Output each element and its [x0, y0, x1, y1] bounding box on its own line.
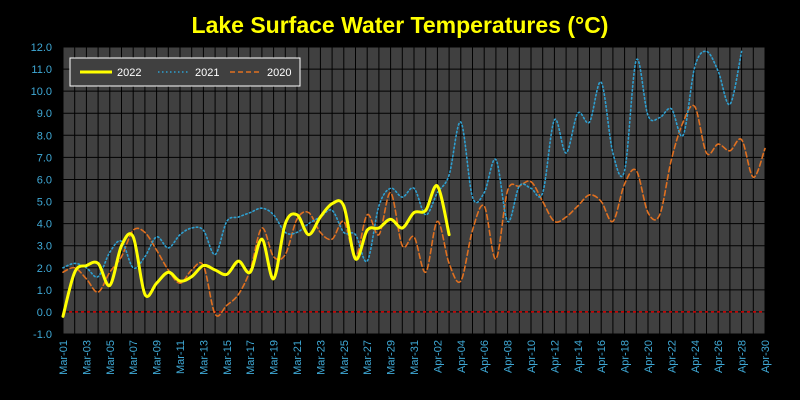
x-tick-label: Apr-10 — [526, 340, 538, 373]
y-tick-label: 7.0 — [37, 152, 52, 164]
series-line-2022 — [61, 184, 451, 318]
x-tick-label: Apr-16 — [596, 340, 608, 373]
legend-label-2021: 2021 — [195, 67, 219, 79]
x-tick-label: Mar-25 — [339, 340, 351, 375]
x-tick-label: Apr-02 — [432, 340, 444, 373]
x-tick-label: Apr-28 — [737, 340, 749, 373]
x-tick-label: Apr-26 — [713, 340, 725, 373]
x-tick-label: Apr-22 — [666, 340, 678, 373]
x-tick-label: Apr-04 — [456, 340, 468, 373]
x-tick-label: Mar-13 — [198, 340, 210, 375]
y-tick-label: 10.0 — [31, 86, 52, 98]
y-tick-label: 5.0 — [37, 197, 52, 209]
series-line-2021 — [62, 50, 743, 278]
x-tick-label: Mar-19 — [269, 340, 281, 375]
x-tick-label: Apr-06 — [479, 340, 491, 373]
x-tick-label: Mar-21 — [292, 340, 304, 375]
x-tick-label: Mar-23 — [315, 340, 327, 375]
x-tick-label: Mar-31 — [409, 340, 421, 375]
x-tick-label: Mar-17 — [245, 340, 257, 375]
x-tick-label: Mar-27 — [362, 340, 374, 375]
y-tick-label: 8.0 — [37, 130, 52, 142]
y-tick-label: 3.0 — [37, 241, 52, 253]
x-tick-label: Apr-24 — [690, 340, 702, 373]
x-tick-label: Apr-20 — [643, 340, 655, 373]
x-tick-label: Mar-01 — [58, 340, 70, 375]
x-tick-label: Mar-15 — [222, 340, 234, 375]
legend-label-2020: 2020 — [267, 67, 291, 79]
x-tick-label: Apr-30 — [760, 340, 772, 373]
x-tick-label: Apr-18 — [620, 340, 632, 373]
y-tick-label: 11.0 — [31, 64, 52, 76]
x-tick-label: Mar-05 — [105, 340, 117, 375]
y-tick-label: 0.0 — [37, 307, 52, 319]
chart-title: Lake Surface Water Temperatures (°C) — [191, 12, 609, 38]
x-tick-label: Mar-03 — [81, 340, 93, 375]
x-tick-label: Mar-09 — [152, 340, 164, 375]
x-tick-label: Mar-07 — [128, 340, 140, 375]
y-tick-label: 1.0 — [37, 285, 52, 297]
x-tick-label: Apr-12 — [549, 340, 561, 373]
x-tick-label: Mar-29 — [386, 340, 398, 375]
x-tick-label: Mar-11 — [175, 340, 187, 374]
x-tick-label: Apr-14 — [573, 340, 585, 373]
y-tick-label: 6.0 — [37, 174, 52, 186]
legend-label-2022: 2022 — [117, 67, 141, 79]
y-tick-label: -1.0 — [33, 329, 52, 341]
y-tick-label: 2.0 — [37, 263, 52, 275]
x-tick-label: Apr-08 — [503, 340, 515, 373]
y-tick-label: 4.0 — [37, 219, 52, 231]
y-tick-label: 12.0 — [31, 42, 52, 54]
series-line-2020 — [62, 104, 766, 317]
y-tick-label: 9.0 — [37, 108, 52, 120]
